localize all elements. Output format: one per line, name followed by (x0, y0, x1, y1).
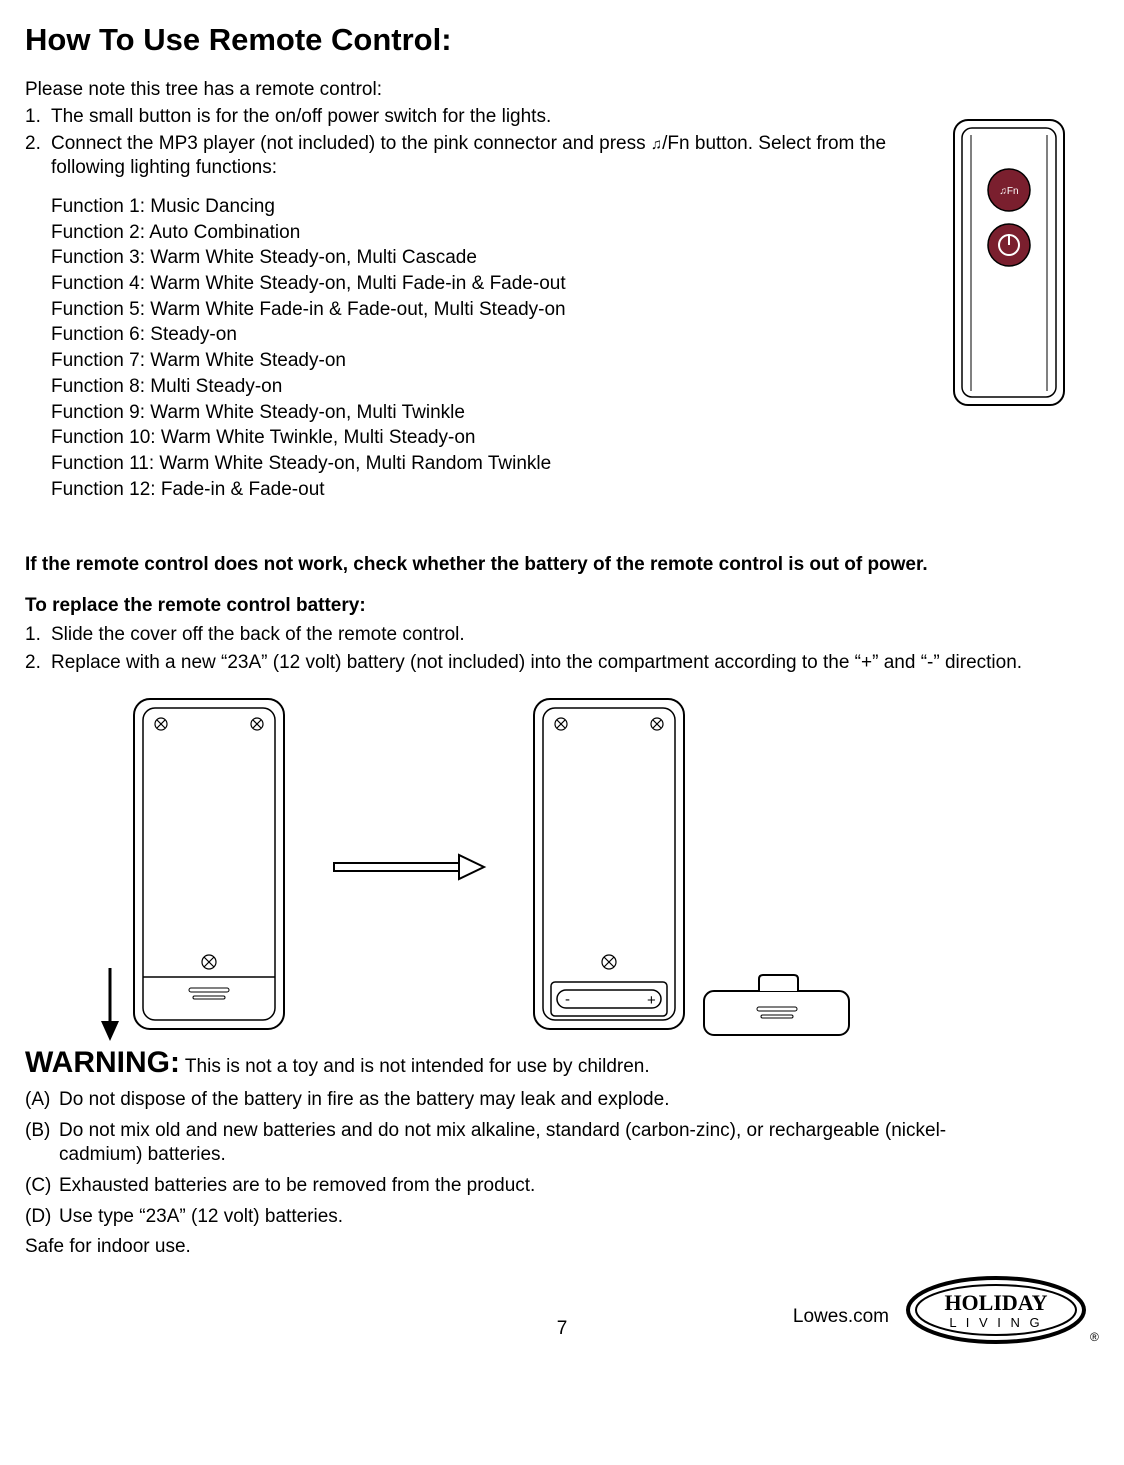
function-item: Function 6: Steady-on (51, 323, 899, 348)
replace-step2-number: 2. (25, 651, 51, 676)
page-number: 7 (557, 1317, 568, 1342)
safe-indoor-text: Safe for indoor use. (25, 1235, 1099, 1260)
function-item: Function 1: Music Dancing (51, 195, 899, 220)
function-item: Function 2: Auto Combination (51, 221, 899, 246)
battery-diagram-row: - + (95, 694, 1099, 1039)
function-item: Function 9: Warm White Steady-on, Multi … (51, 401, 899, 426)
footer-url: Lowes.com (793, 1305, 889, 1330)
troubleshoot-text: If the remote control does not work, che… (25, 553, 1099, 578)
replace-step1-text: Slide the cover off the back of the remo… (51, 623, 1099, 648)
warning-label: WARNING: (25, 1046, 180, 1079)
warn-a-text: Do not dispose of the battery in fire as… (59, 1088, 669, 1113)
remote-back-closed-diagram (129, 694, 289, 1039)
svg-text:+: + (647, 992, 656, 1009)
warn-a-letter: (A) (25, 1088, 59, 1113)
step2-number: 2. (25, 132, 51, 181)
step2-text: Connect the MP3 player (not included) to… (51, 132, 899, 181)
warn-b-text-b: cadmium) batteries. (59, 1143, 1099, 1168)
holiday-living-logo: HOLIDAY L I V I N G ® (904, 1273, 1099, 1348)
warn-b-letter: (B) (25, 1119, 59, 1144)
warn-b-text-a: Do not mix old and new batteries and do … (59, 1119, 946, 1144)
slide-down-arrow-icon (95, 963, 125, 1043)
function-item: Function 3: Warm White Steady-on, Multi … (51, 246, 899, 271)
svg-text:HOLIDAY: HOLIDAY (944, 1290, 1047, 1315)
replace-battery-title: To replace the remote control battery: (25, 594, 1099, 619)
warning-heading: WARNING: This is not a toy and is not in… (25, 1043, 1099, 1082)
warn-c-letter: (C) (25, 1174, 59, 1199)
intro-text: Please note this tree has a remote contr… (25, 78, 1099, 103)
function-item: Function 12: Fade-in & Fade-out (51, 478, 899, 503)
warn-d-text: Use type “23A” (12 volt) batteries. (59, 1205, 343, 1230)
functions-list: Function 1: Music Dancing Function 2: Au… (51, 195, 899, 502)
arrow-right-icon (329, 852, 489, 882)
remote-back-open-diagram: - + (529, 694, 689, 1039)
battery-cover-diagram (701, 973, 856, 1039)
svg-text:®: ® (1090, 1330, 1099, 1344)
page-title: How To Use Remote Control: (25, 20, 1099, 60)
warn-d-letter: (D) (25, 1205, 59, 1230)
function-item: Function 4: Warm White Steady-on, Multi … (51, 272, 899, 297)
svg-text:♫Fn: ♫Fn (999, 186, 1018, 197)
remote-front-diagram: ♫Fn (949, 115, 1069, 415)
replace-step1-number: 1. (25, 623, 51, 648)
function-item: Function 10: Warm White Twinkle, Multi S… (51, 426, 899, 451)
function-item: Function 5: Warm White Fade-in & Fade-ou… (51, 298, 899, 323)
replace-step2-text: Replace with a new “23A” (12 volt) batte… (51, 651, 1099, 676)
svg-text:-: - (565, 991, 570, 1008)
function-item: Function 8: Multi Steady-on (51, 375, 899, 400)
warn-c-text: Exhausted batteries are to be removed fr… (59, 1174, 535, 1199)
music-note-icon: ♫ (651, 136, 662, 153)
step2-text-a: Connect the MP3 player (not included) to… (51, 133, 651, 154)
function-item: Function 11: Warm White Steady-on, Multi… (51, 452, 899, 477)
warning-text: This is not a toy and is not intended fo… (185, 1056, 650, 1077)
step1-number: 1. (25, 105, 51, 130)
function-item: Function 7: Warm White Steady-on (51, 349, 899, 374)
step1-text: The small button is for the on/off power… (51, 105, 899, 130)
svg-text:L I V I N G: L I V I N G (949, 1315, 1042, 1330)
